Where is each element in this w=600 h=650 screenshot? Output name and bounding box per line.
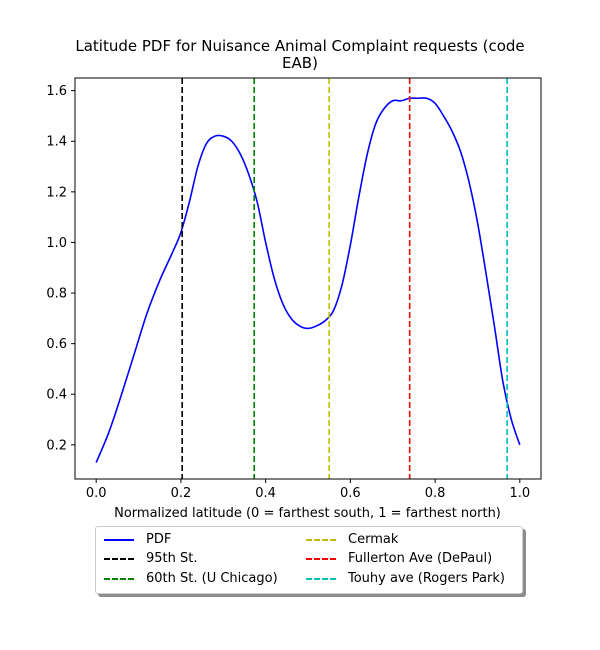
x-tick-label: 0.2: [171, 486, 192, 501]
chart-title-line-2: EAB): [282, 54, 318, 72]
legend-label-pdf: PDF: [146, 532, 172, 547]
chart-title-line-1: Latitude PDF for Nuisance Animal Complai…: [75, 37, 525, 55]
plot-frame: [74, 77, 542, 480]
legend: PDF 95th St. 60th St. (U Chicago) Cermak…: [95, 526, 523, 594]
y-tick-label: 0.2: [46, 438, 67, 453]
data-lines: [95, 78, 521, 479]
x-tick-label: 1.0: [509, 486, 530, 501]
y-tick-label: 0.6: [46, 337, 67, 352]
legend-label-95th: 95th St.: [146, 551, 198, 566]
x-tick-label: 0.6: [340, 486, 361, 501]
legend-swatch-pdf: [104, 539, 134, 541]
x-axis: 0.0 0.2 0.4 0.6 0.8 1.0: [86, 479, 530, 501]
y-tick-label: 1.2: [46, 185, 67, 200]
legend-swatch-fullerton: [306, 558, 336, 560]
legend-label-cermak: Cermak: [348, 532, 399, 547]
legend-label-touhy: Touhy ave (Rogers Park): [348, 571, 505, 586]
legend-label-fullerton: Fullerton Ave (DePaul): [348, 551, 493, 566]
x-axis-label: Normalized latitude (0 = farthest south,…: [114, 506, 501, 521]
legend-swatch-touhy: [306, 578, 336, 580]
x-tick-label: 0.4: [255, 486, 276, 501]
legend-label-60th: 60th St. (U Chicago): [146, 571, 278, 586]
y-tick-label: 0.8: [46, 287, 67, 302]
plot-area: [75, 78, 541, 479]
y-axis: 0.2 0.4 0.6 0.8 1.0 1.2 1.4 1.6: [46, 84, 75, 453]
y-tick-label: 0.4: [46, 388, 67, 403]
x-tick-label: 0.8: [425, 486, 446, 501]
y-tick-label: 1.4: [46, 135, 67, 150]
y-tick-label: 1.6: [46, 84, 67, 99]
y-tick-label: 1.0: [46, 236, 67, 251]
legend-swatch-60th: [104, 578, 134, 580]
legend-swatch-95th: [104, 558, 134, 560]
series-line-pdf: [95, 97, 521, 463]
legend-swatch-cermak: [306, 539, 336, 541]
x-tick-label: 0.0: [86, 486, 107, 501]
